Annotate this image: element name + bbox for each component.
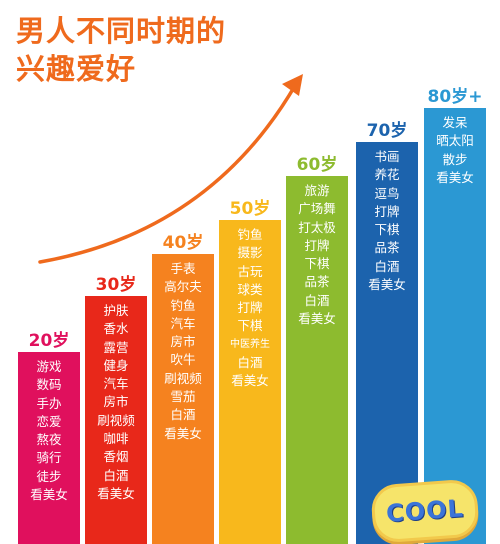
hobby-item: 护肤 <box>103 303 129 318</box>
hobby-item: 逗鸟 <box>374 185 400 201</box>
hobby-item: 古玩 <box>237 263 263 279</box>
hobby-item: 打牌 <box>304 237 330 253</box>
hobby-item: 品茶 <box>374 240 400 256</box>
hobby-item: 看美女 <box>368 277 406 293</box>
age-label: 40岁 <box>162 233 204 253</box>
hobby-item: 熬夜 <box>36 432 62 448</box>
age-label: 50岁 <box>229 199 271 219</box>
age-bar: 护肤香水露营健身汽车房市刷视频咖啡香烟白酒看美女 <box>85 296 147 544</box>
hobby-item: 养花 <box>374 167 400 183</box>
hobby-item: 白酒 <box>304 292 330 308</box>
hobby-item: 摄影 <box>237 245 263 261</box>
hobby-item: 打太极 <box>298 219 336 235</box>
title-line-2: 兴趣爱好 <box>16 52 137 86</box>
hobby-item: 看美女 <box>231 373 269 389</box>
age-label: 30岁 <box>95 275 137 295</box>
hobby-item: 刷视频 <box>164 370 202 386</box>
age-bar: 游戏数码手办恋爱熬夜骑行徒步看美女 <box>18 352 80 544</box>
age-bar: 发呆晒太阳散步看美女 <box>424 108 486 544</box>
hobby-item: 游戏 <box>36 359 62 374</box>
hobby-item: 高尔夫 <box>164 279 202 295</box>
hobby-item: 手表 <box>170 261 196 276</box>
age-bar: 书画养花逗鸟打牌下棋品茶白酒看美女 <box>356 142 418 544</box>
hobby-item: 中医养生 <box>230 338 270 350</box>
hobby-item: 下棋 <box>374 222 400 238</box>
hobby-item: 书画 <box>374 149 400 164</box>
age-label: 60岁 <box>296 155 338 175</box>
hobby-item: 发呆 <box>442 115 468 130</box>
hobby-item: 露营 <box>103 339 129 355</box>
hobby-item: 汽车 <box>170 315 196 331</box>
hobby-item: 看美女 <box>164 425 202 441</box>
hobby-item: 看美女 <box>436 169 474 185</box>
hobby-item: 白酒 <box>237 355 263 371</box>
hobby-item: 晒太阳 <box>436 133 474 149</box>
hobby-item: 数码 <box>36 377 62 393</box>
hobby-item: 看美女 <box>298 311 336 327</box>
hobby-item: 雪茄 <box>170 389 196 405</box>
hobby-item: 徒步 <box>36 468 62 484</box>
hobby-item: 白酒 <box>103 467 129 483</box>
hobby-item: 房市 <box>170 334 196 350</box>
hobby-item: 白酒 <box>170 407 196 423</box>
hobby-item: 打牌 <box>374 203 400 219</box>
hobby-item: 球类 <box>237 281 263 297</box>
hobby-item: 骑行 <box>36 450 62 466</box>
hobby-item: 看美女 <box>97 485 135 501</box>
hobby-item: 广场舞 <box>298 201 336 217</box>
hobby-item: 散步 <box>442 151 468 167</box>
hobby-item: 旅游 <box>304 183 330 198</box>
hobby-item: 咖啡 <box>103 431 129 447</box>
age-label: 20岁 <box>28 331 70 351</box>
hobby-item: 香水 <box>103 321 129 337</box>
age-label: 70岁 <box>366 121 408 141</box>
age-bar: 旅游广场舞打太极打牌下棋品茶白酒看美女 <box>286 176 348 544</box>
hobby-item: 刷视频 <box>97 412 135 428</box>
hobby-item: 香烟 <box>103 449 129 465</box>
age-label: 80岁+ <box>427 87 483 107</box>
hobby-item: 钓鱼 <box>237 227 263 242</box>
hobby-item: 钓鱼 <box>170 297 196 313</box>
hobby-item: 吹牛 <box>170 352 196 368</box>
hobby-item: 下棋 <box>304 256 330 272</box>
hobby-item: 健身 <box>103 357 129 373</box>
hobby-item: 看美女 <box>30 487 68 503</box>
title-line-1: 男人不同时期的 <box>16 14 227 48</box>
age-bar: 手表高尔夫钓鱼汽车房市吹牛刷视频雪茄白酒看美女 <box>152 254 214 544</box>
hobby-item: 手办 <box>36 395 62 411</box>
cool-sticker: COOL <box>370 478 480 544</box>
age-bar: 钓鱼摄影古玩球类打牌下棋中医养生白酒看美女 <box>219 220 281 544</box>
hobby-item: 下棋 <box>237 318 263 334</box>
hobby-item: 汽车 <box>103 376 129 392</box>
hobby-item: 房市 <box>103 394 129 410</box>
cool-sticker-text: COOL <box>385 494 465 528</box>
hobby-item: 品茶 <box>304 274 330 290</box>
page-title: 男人不同时期的 兴趣爱好 <box>16 12 226 88</box>
hobby-item: 白酒 <box>374 258 400 274</box>
hobby-item: 恋爱 <box>36 413 62 429</box>
hobby-item: 打牌 <box>237 300 263 316</box>
